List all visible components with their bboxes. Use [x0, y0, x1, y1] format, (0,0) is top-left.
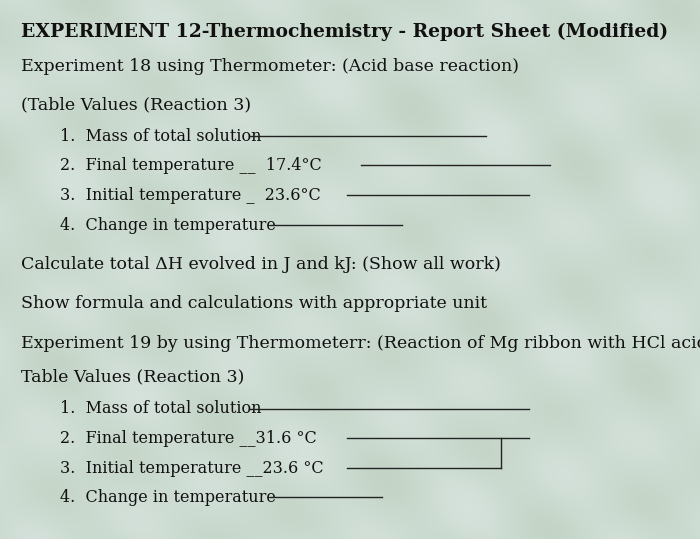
- Text: 3.  Initial temperature __23.6 °C: 3. Initial temperature __23.6 °C: [60, 460, 323, 477]
- Text: Table Values (Reaction 3): Table Values (Reaction 3): [21, 369, 244, 386]
- Text: 3.  Initial temperature _  23.6°C: 3. Initial temperature _ 23.6°C: [60, 187, 321, 204]
- Text: 2.  Final temperature __31.6 °C: 2. Final temperature __31.6 °C: [60, 430, 316, 447]
- Text: EXPERIMENT 12-Thermochemistry - Report Sheet (Modified): EXPERIMENT 12-Thermochemistry - Report S…: [21, 23, 668, 41]
- Text: 4.  Change in temperature: 4. Change in temperature: [60, 489, 275, 507]
- Text: Calculate total ΔH evolved in J and kJ: (Show all work): Calculate total ΔH evolved in J and kJ: …: [21, 256, 501, 273]
- Text: 2.  Final temperature __  17.4°C: 2. Final temperature __ 17.4°C: [60, 157, 321, 175]
- Text: Show formula and calculations with appropriate unit: Show formula and calculations with appro…: [21, 295, 487, 313]
- Text: 1.  Mass of total solution: 1. Mass of total solution: [60, 400, 261, 418]
- Text: 4.  Change in temperature: 4. Change in temperature: [60, 217, 275, 234]
- Text: (Table Values (Reaction 3): (Table Values (Reaction 3): [21, 96, 251, 113]
- Text: 1.  Mass of total solution: 1. Mass of total solution: [60, 128, 261, 145]
- Text: Experiment 18 using Thermometer: (Acid base reaction): Experiment 18 using Thermometer: (Acid b…: [21, 58, 519, 75]
- Text: Experiment 19 by using Thermometerr: (Reaction of Mg ribbon with HCl acid): Experiment 19 by using Thermometerr: (Re…: [21, 335, 700, 352]
